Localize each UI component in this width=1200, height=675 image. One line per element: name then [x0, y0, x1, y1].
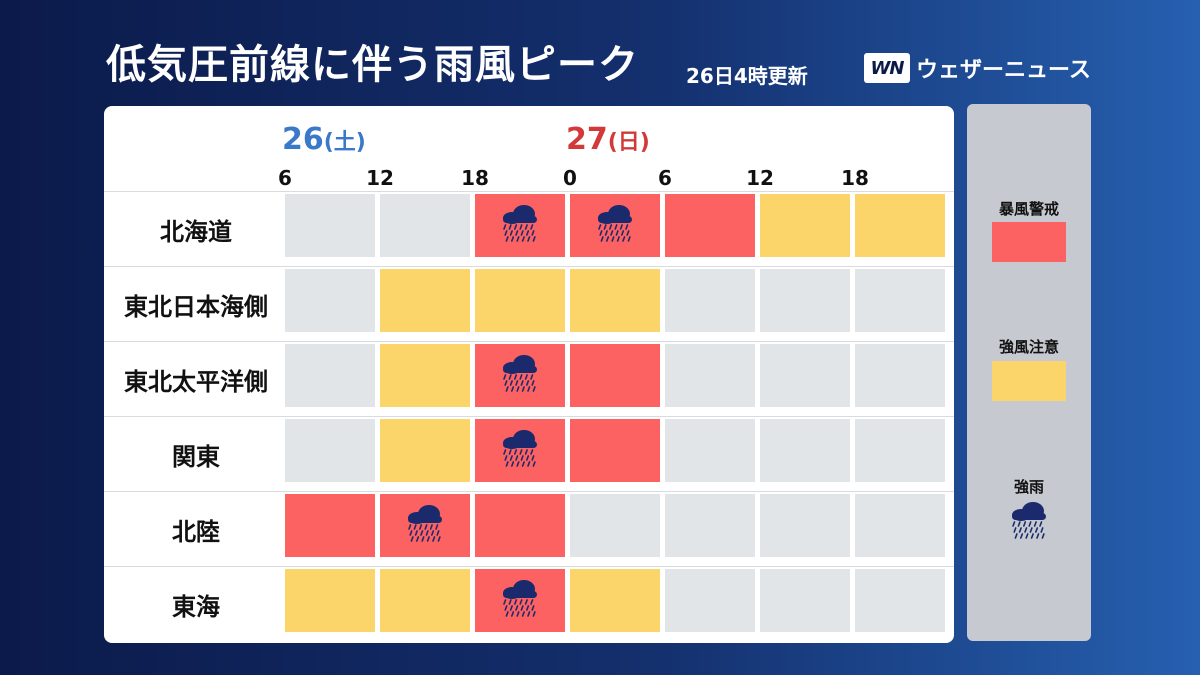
region-label: 東北日本海側 [124, 293, 268, 321]
day-date: 27 [566, 122, 608, 157]
hour-tick-label: 6 [278, 166, 292, 190]
update-time: 26日4時更新 [686, 64, 808, 88]
heatmap-cell [665, 569, 755, 632]
day-weekday: (土) [323, 130, 366, 155]
legend-swatch-strong-wind-advisory [992, 361, 1066, 401]
heatmap-cell [570, 344, 660, 407]
day-label-saturday: 26(土) [282, 122, 366, 157]
legend-panel: 暴風警戒 強風注意 強雨 [967, 104, 1091, 641]
day-label-sunday: 27(日) [566, 122, 650, 157]
brand-logo: WN ウェザーニュース [864, 52, 1091, 84]
heatmap-cell [285, 344, 375, 407]
cloud-heavy-rain-icon [498, 428, 542, 474]
hour-tick-label: 18 [461, 166, 489, 190]
region-label: 東海 [172, 593, 220, 621]
logo-mark-icon: WN [864, 53, 910, 83]
heatmap-cell [665, 419, 755, 482]
heatmap-cell [475, 344, 565, 407]
cloud-heavy-rain-icon [1007, 500, 1051, 546]
heatmap-cell [855, 494, 945, 557]
heatmap-cell [855, 569, 945, 632]
region-label: 関東 [172, 443, 220, 471]
heatmap-cell [285, 194, 375, 257]
region-label: 北海道 [160, 218, 232, 246]
heatmap-cell [475, 494, 565, 557]
heatmap-cell [475, 269, 565, 332]
cloud-heavy-rain-icon [498, 578, 542, 624]
hour-tick-label: 18 [841, 166, 869, 190]
cloud-heavy-rain-icon [498, 353, 542, 399]
row-divider [104, 266, 954, 267]
hour-tick-label: 6 [658, 166, 672, 190]
day-weekday: (日) [607, 130, 650, 155]
heatmap-cell [760, 569, 850, 632]
heatmap-cell [570, 194, 660, 257]
heatmap-cell [380, 269, 470, 332]
region-label: 北陸 [172, 518, 220, 546]
heatmap-cell [570, 494, 660, 557]
heatmap-cell [285, 569, 375, 632]
heatmap-cell [855, 344, 945, 407]
page-title: 低気圧前線に伴う雨風ピーク [106, 42, 639, 88]
heatmap-cell [380, 494, 470, 557]
heatmap-cell [475, 569, 565, 632]
heatmap-cell [570, 569, 660, 632]
heatmap-cell [760, 269, 850, 332]
row-divider [104, 341, 954, 342]
heatmap-cell [665, 344, 755, 407]
row-divider [104, 191, 954, 192]
region-label: 東北太平洋側 [124, 368, 268, 396]
cloud-heavy-rain-icon [403, 503, 447, 549]
chart-panel: 26(土) 27(日) 6 12 18 0 6 12 18 北海道 東北日本海側 東北太平洋側 … [104, 106, 954, 643]
heatmap-cell [285, 494, 375, 557]
legend-label-storm-warning: 暴風警戒 [998, 200, 1059, 218]
heatmap-cell [285, 419, 375, 482]
hour-tick-label: 12 [746, 166, 774, 190]
legend-label-strong-wind-advisory: 強風注意 [998, 338, 1059, 356]
row-divider [104, 416, 954, 417]
legend-label-heavy-rain: 強雨 [1013, 478, 1044, 496]
heatmap-cell [380, 569, 470, 632]
heatmap-cell [760, 419, 850, 482]
cloud-heavy-rain-icon [498, 203, 542, 249]
hour-tick-label: 12 [366, 166, 394, 190]
heatmap-cell [380, 194, 470, 257]
heatmap-cell [855, 269, 945, 332]
heatmap-cell [570, 419, 660, 482]
heatmap-cell [760, 344, 850, 407]
heatmap-cell [855, 194, 945, 257]
logo-text: ウェザーニュース [916, 58, 1091, 83]
cloud-heavy-rain-icon [593, 203, 637, 249]
heatmap-cell [475, 194, 565, 257]
row-divider [104, 566, 954, 567]
heatmap-cell [475, 419, 565, 482]
heatmap-cell [665, 194, 755, 257]
heatmap-cell [285, 269, 375, 332]
heatmap-cell [855, 419, 945, 482]
heatmap-cell [665, 269, 755, 332]
heatmap-cell [665, 494, 755, 557]
day-date: 26 [282, 122, 324, 157]
heatmap-cell [570, 269, 660, 332]
hour-tick-label: 0 [563, 166, 577, 190]
heatmap-cell [760, 194, 850, 257]
heatmap-cell [760, 494, 850, 557]
heatmap-cell [380, 344, 470, 407]
legend-swatch-storm-warning [992, 222, 1066, 262]
row-divider [104, 491, 954, 492]
heatmap-cell [380, 419, 470, 482]
